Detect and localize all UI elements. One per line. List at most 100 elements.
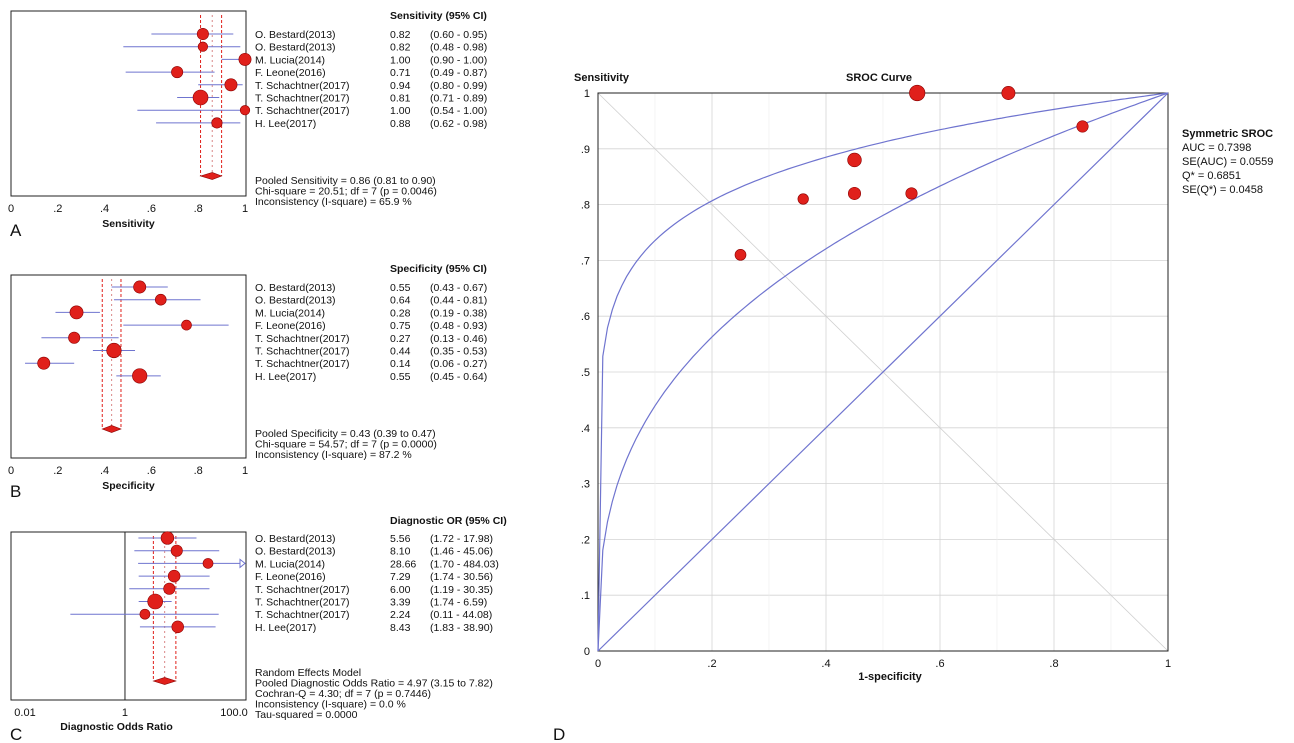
study-point — [171, 66, 184, 79]
study-ci: (0.19 - 0.38) — [430, 307, 487, 319]
study-point — [167, 569, 181, 583]
study-name: O. Bestard(2013) — [255, 546, 336, 558]
study-estimate: 0.14 — [390, 358, 411, 370]
x-tick-label: .2 — [53, 203, 62, 215]
study-point — [197, 41, 208, 52]
study-estimate: 6.00 — [390, 584, 411, 596]
sroc-point — [1001, 86, 1016, 100]
y-tick-label: .8 — [581, 200, 590, 212]
summary-line: Inconsistency (I-square) = 0.0 % — [255, 699, 406, 711]
x-tick-label: 1 — [1165, 658, 1171, 670]
summary-line: Pooled Diagnostic Odds Ratio = 4.97 (3.1… — [255, 678, 493, 690]
study-ci: (0.13 - 0.46) — [430, 333, 487, 345]
study-ci: (1.72 - 17.98) — [430, 533, 493, 545]
sroc-title: SROC Curve — [846, 72, 912, 84]
forest-header-C: Diagnostic OR (95% CI) — [390, 515, 507, 527]
y-tick-label: .3 — [581, 479, 590, 491]
sroc-point — [909, 84, 926, 102]
summary-line: Random Effects Model — [255, 667, 361, 679]
study-name: M. Lucia(2014) — [255, 307, 325, 319]
x-tick-label: .4 — [100, 465, 109, 477]
study-name: F. Leone(2016) — [255, 571, 326, 583]
study-ci: (1.19 - 30.35) — [430, 584, 493, 596]
x-tick-label: .8 — [194, 203, 203, 215]
study-estimate: 0.82 — [390, 29, 411, 41]
study-ci: (0.54 - 1.00) — [430, 105, 487, 117]
forest-header-A: Sensitivity (95% CI) — [390, 10, 487, 22]
y-tick-label: .7 — [581, 255, 590, 267]
study-point — [163, 582, 176, 595]
forest-header-B: Specificity (95% CI) — [390, 263, 487, 275]
study-estimate: 0.82 — [390, 42, 411, 54]
ci-arrow — [239, 558, 246, 569]
y-tick-label: .6 — [581, 311, 590, 323]
x-tick-label: .6 — [147, 203, 156, 215]
study-point — [238, 52, 252, 66]
panel-letter-D: D — [553, 725, 565, 743]
x-tick-label: .4 — [100, 203, 109, 215]
forest-frame-B — [10, 274, 247, 459]
x-tick-label: .2 — [707, 658, 716, 670]
study-estimate: 5.56 — [390, 533, 411, 545]
study-estimate: 8.10 — [390, 546, 411, 558]
y-tick-label: .4 — [581, 423, 590, 435]
study-estimate: 1.00 — [390, 54, 411, 66]
sroc-point — [847, 152, 862, 168]
x-tick-label: .8 — [194, 465, 203, 477]
study-point — [133, 280, 147, 294]
summary-line: Pooled Sensitivity = 0.86 (0.81 to 0.90) — [255, 175, 436, 187]
study-ci: (0.43 - 0.67) — [430, 282, 487, 294]
study-name: T. Schachtner(2017) — [255, 80, 350, 92]
study-ci: (0.62 - 0.98) — [430, 118, 487, 130]
study-estimate: 0.94 — [390, 80, 411, 92]
study-point — [170, 544, 183, 557]
study-point — [68, 331, 81, 344]
study-estimate: 28.66 — [390, 558, 416, 570]
study-ci: (1.83 - 38.90) — [430, 622, 493, 634]
study-name: O. Bestard(2013) — [255, 282, 336, 294]
study-point — [181, 319, 192, 331]
x-tick-label: 0.01 — [14, 707, 35, 719]
study-ci: (1.74 - 30.56) — [430, 571, 493, 583]
x-tick-label: .6 — [935, 658, 944, 670]
y-tick-label: .9 — [581, 144, 590, 156]
study-point — [211, 117, 223, 129]
summary-line: Inconsistency (I-square) = 87.2 % — [255, 449, 412, 461]
x-tick-label: 100.0 — [220, 707, 248, 719]
forest-frame-C — [10, 531, 247, 701]
study-ci: (1.74 - 6.59) — [430, 597, 487, 609]
study-ci: (0.45 - 0.64) — [430, 371, 487, 383]
summary-line: Pooled Specificity = 0.43 (0.39 to 0.47) — [255, 428, 436, 440]
sroc-upper-curve — [597, 92, 1169, 652]
study-ci: (0.44 - 0.81) — [430, 295, 487, 307]
x-axis-label-B: Specificity — [102, 480, 155, 492]
panel-letter-C: C — [10, 725, 22, 743]
study-name: H. Lee(2017) — [255, 118, 316, 130]
study-name: T. Schachtner(2017) — [255, 597, 350, 609]
study-ci: (0.71 - 0.89) — [430, 93, 487, 105]
study-estimate: 3.39 — [390, 597, 411, 609]
sroc-stat-line: SE(AUC) = 0.0559 — [1182, 156, 1273, 168]
forest-frame-A — [10, 10, 247, 197]
study-ci: (0.80 - 0.99) — [430, 80, 487, 92]
study-point — [69, 305, 84, 320]
study-name: O. Bestard(2013) — [255, 29, 336, 41]
study-ci: (0.90 - 1.00) — [430, 54, 487, 66]
study-name: T. Schachtner(2017) — [255, 584, 350, 596]
x-axis-label-C: Diagnostic Odds Ratio — [60, 721, 173, 733]
x-axis-label-A: Sensitivity — [102, 218, 155, 230]
panel-letter-A: A — [10, 221, 22, 240]
x-tick-label: 0 — [8, 465, 14, 477]
sroc-point — [734, 248, 747, 261]
study-point — [139, 608, 151, 620]
sroc-point — [905, 187, 918, 200]
study-ci: (0.35 - 0.53) — [430, 346, 487, 358]
sroc-stat-line: AUC = 0.7398 — [1182, 142, 1251, 154]
sroc-x-axis-label: 1-specificity — [858, 671, 922, 683]
sroc-stat-line: Q* = 0.6851 — [1182, 170, 1241, 182]
study-estimate: 8.43 — [390, 622, 411, 634]
panel-letter-B: B — [10, 482, 21, 501]
study-estimate: 7.29 — [390, 571, 411, 583]
y-tick-label: .1 — [581, 590, 590, 602]
study-estimate: 1.00 — [390, 105, 411, 117]
